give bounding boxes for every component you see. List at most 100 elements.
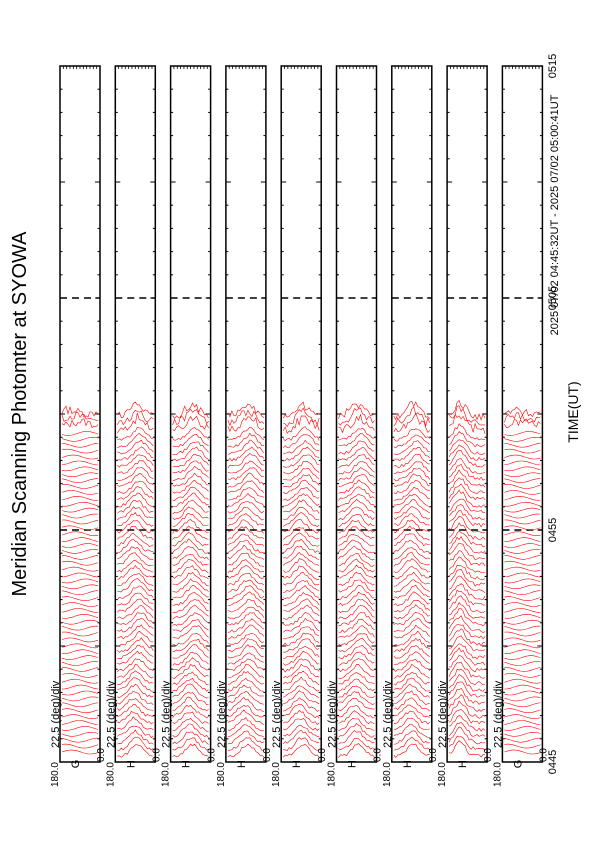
- channel-label: H: [125, 760, 137, 768]
- scan-trace: [393, 651, 430, 665]
- scan-trace: [172, 604, 209, 620]
- scan-trace: [283, 565, 320, 580]
- scan-trace: [504, 448, 541, 454]
- scan-trace: [172, 499, 209, 515]
- channel-label: H: [347, 760, 359, 768]
- scan-trace: [283, 670, 320, 686]
- scan-trace: [504, 643, 541, 649]
- scan-trace: [61, 684, 99, 690]
- panel-labels: 180.0 0.0 H 22.5 (deg)/div: [216, 680, 273, 787]
- scan-trace: [61, 531, 99, 536]
- panel-5: 180.0 0.0 H 22.5 (deg)/div: [271, 65, 328, 787]
- scan-trace: [117, 725, 154, 739]
- scan-trace: [448, 668, 486, 686]
- scan-trace: [283, 506, 320, 521]
- scan-trace: [504, 737, 541, 743]
- scan-trace: [504, 472, 541, 478]
- scan-trace: [61, 749, 99, 755]
- scan-trace: [61, 405, 99, 418]
- scan-trace: [283, 407, 320, 428]
- x-tick-label: 0455: [547, 518, 559, 542]
- scan-trace: [227, 544, 265, 560]
- scan-trace: [393, 467, 431, 482]
- scan-trace: [504, 442, 541, 448]
- scan-trace: [283, 737, 320, 752]
- scan-trace: [117, 559, 154, 573]
- scan-trace: [117, 585, 154, 600]
- scan-trace: [61, 472, 99, 478]
- panel-frame: [335, 65, 378, 763]
- y-top-label: 180.0: [105, 762, 116, 787]
- scan-trace: [393, 498, 430, 514]
- scan-trace: [393, 736, 431, 751]
- scan-trace: [227, 552, 264, 567]
- scan-trace: [504, 708, 541, 714]
- scan-trace: [227, 591, 265, 606]
- scan-trace: [117, 454, 154, 468]
- scan-trace: [172, 619, 209, 632]
- scan-trace: [504, 661, 541, 666]
- scan-trace: [283, 518, 320, 534]
- scan-trace: [172, 598, 209, 614]
- trace-group: [504, 406, 541, 755]
- scan-trace: [172, 657, 209, 672]
- scan-trace: [283, 618, 320, 633]
- scan-trace: [448, 726, 486, 745]
- scan-trace: [448, 431, 486, 448]
- scan-trace: [282, 632, 320, 647]
- scan-trace: [448, 575, 486, 594]
- trace-group: [282, 401, 320, 758]
- scan-trace: [504, 749, 541, 755]
- scan-trace: [283, 585, 320, 600]
- y-bottom-label: 0.0: [373, 748, 384, 762]
- scan-trace: [338, 591, 375, 606]
- scan-trace: [117, 401, 154, 419]
- scan-trace: [504, 431, 541, 436]
- scan-trace: [282, 658, 320, 673]
- scan-trace: [504, 484, 541, 489]
- y-top-label: 180.0: [492, 762, 503, 787]
- scan-trace: [61, 590, 99, 595]
- scan-trace: [283, 638, 320, 653]
- scan-trace: [172, 571, 209, 587]
- scan-trace: [227, 519, 265, 534]
- scan-trace: [393, 659, 431, 672]
- scan-trace: [504, 436, 541, 442]
- scan-trace: [227, 638, 264, 653]
- scan-trace: [61, 643, 99, 649]
- scan-trace: [227, 501, 265, 514]
- scan-trace: [504, 519, 541, 525]
- scan-trace: [448, 516, 486, 534]
- scan-trace: [338, 493, 375, 508]
- scan-trace: [338, 474, 375, 487]
- scan-trace: [448, 589, 486, 606]
- x-tick-label: 0515: [547, 54, 559, 78]
- panel-labels: 180.0 0.0 H 22.5 (deg)/div: [271, 680, 328, 787]
- scan-trace: [504, 667, 541, 672]
- scan-trace: [504, 584, 541, 590]
- scan-trace: [338, 454, 375, 468]
- scan-trace: [61, 578, 99, 584]
- scan-trace: [227, 730, 265, 745]
- scan-trace: [227, 432, 264, 448]
- scan-trace: [283, 626, 320, 640]
- scan-trace: [338, 651, 375, 666]
- scan-trace: [227, 409, 265, 427]
- y-top-label: 180.0: [50, 762, 61, 787]
- scan-trace: [449, 530, 486, 548]
- scale-label: 22.5 (deg)/div: [271, 680, 283, 748]
- scan-trace: [61, 619, 99, 625]
- scan-trace: [504, 543, 541, 548]
- scan-trace: [283, 493, 320, 507]
- scan-trace: [282, 612, 320, 626]
- scan-trace: [283, 598, 320, 612]
- scan-trace: [227, 573, 265, 586]
- scan-trace: [117, 546, 154, 561]
- scan-trace: [117, 670, 154, 686]
- scan-trace: [338, 545, 375, 561]
- scan-trace: [504, 613, 541, 619]
- scan-trace: [61, 543, 99, 548]
- scan-trace: [117, 736, 154, 751]
- scan-trace: [504, 412, 541, 423]
- scan-trace: [393, 723, 430, 738]
